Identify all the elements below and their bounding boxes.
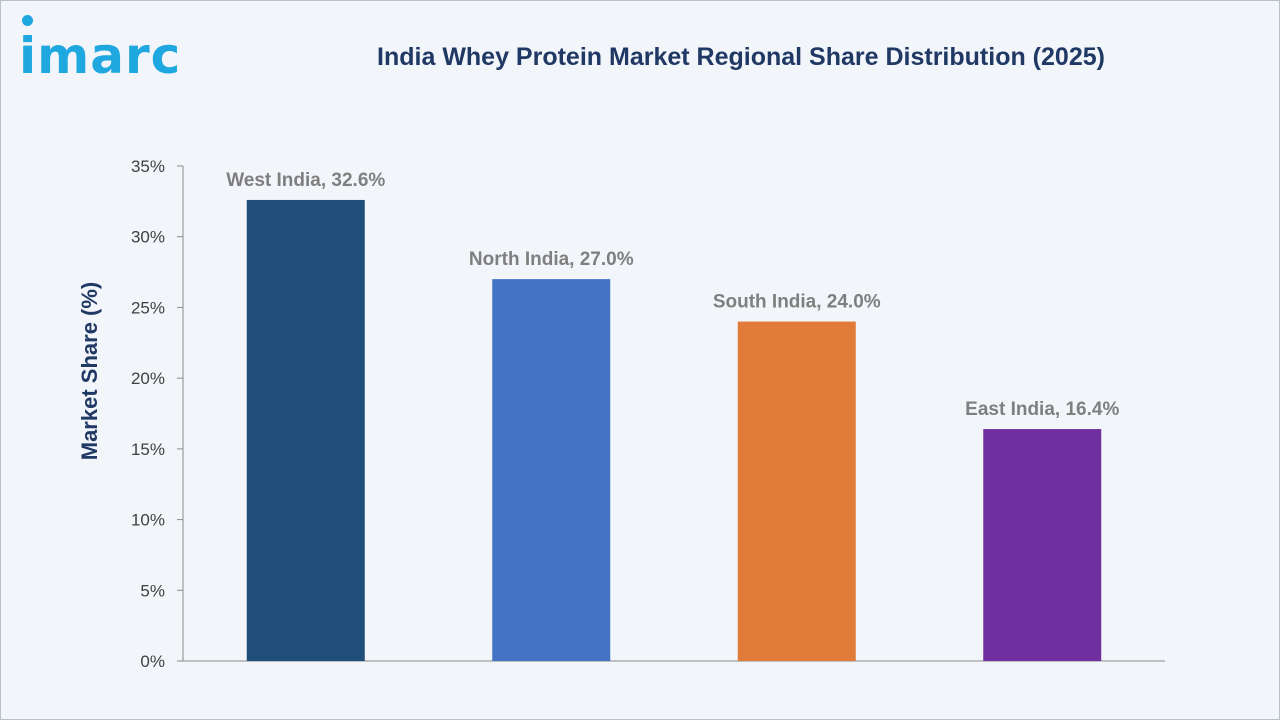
data-label: West India, 32.6% xyxy=(226,170,385,191)
bar xyxy=(983,429,1102,661)
plot-area: 0% 5% 10% 15% 20% 25% 30% 35% Market Share (%) We… xyxy=(77,157,1165,671)
logo-dot-icon xyxy=(22,15,33,26)
y-tick-label: 0% xyxy=(140,652,165,671)
data-label: South India, 24.0% xyxy=(713,292,881,313)
bar xyxy=(492,279,611,661)
y-tick-label: 10% xyxy=(131,511,165,530)
y-tick-label: 30% xyxy=(131,228,165,247)
y-tick-label: 35% xyxy=(131,157,165,176)
y-tick-label: 25% xyxy=(131,298,165,317)
logo-text: imarc xyxy=(19,27,182,85)
data-label: East India, 16.4% xyxy=(965,399,1119,420)
imarc-logo: imarc xyxy=(19,15,209,85)
y-axis-title: Market Share (%) xyxy=(77,282,102,461)
bar xyxy=(737,321,856,661)
y-tick-label: 20% xyxy=(131,369,165,388)
y-tick-label: 5% xyxy=(140,581,165,600)
bar xyxy=(246,199,365,661)
data-label: North India, 27.0% xyxy=(469,249,634,270)
y-tick-label: 15% xyxy=(131,440,165,459)
chart-title: India Whey Protein Market Regional Share… xyxy=(377,43,1105,71)
